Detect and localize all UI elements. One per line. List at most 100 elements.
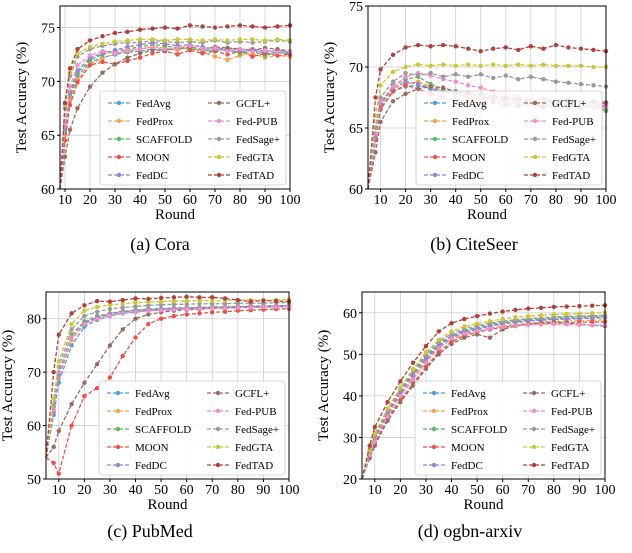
data-point [137,51,143,56]
data-point [133,300,138,305]
data-point [423,366,429,372]
data-point [262,38,268,43]
data-point [107,375,113,380]
data-point [398,379,403,384]
legend-swatch-marker [431,390,437,396]
data-point [566,45,571,50]
data-point [87,53,93,58]
data-point [69,321,74,327]
data-point [225,45,230,51]
legend-label: FedSage+ [236,134,280,146]
y-tick-label: 70 [41,75,55,90]
data-point [137,37,143,42]
data-point [423,356,429,361]
data-point [250,54,255,59]
data-point [250,49,255,54]
series-line [59,24,291,190]
data-point [526,306,531,311]
data-point [69,423,74,428]
legend-label: FedAvg [135,388,170,400]
x-tick-label: 40 [133,193,147,208]
chart-panel: 10 20 30 40 50 60 70 80 90 100 60 65 70 75 Round Test A… [322,0,617,255]
data-point [120,305,125,310]
data-point [390,52,396,57]
data-point [436,329,441,334]
legend-label: MOON [452,152,486,164]
data-point [137,46,143,52]
data-point [212,37,218,42]
legend-swatch-marker [216,172,222,178]
data-point [390,98,396,104]
data-point [250,40,255,45]
data-point [398,399,403,405]
data-point [197,306,202,311]
legend-swatch-marker [116,118,122,124]
legend-label: SCAFFOLD [136,134,192,146]
data-point [474,313,480,319]
data-point [453,79,458,84]
plot-frame [367,5,607,190]
data-point [112,61,118,67]
data-point [82,393,87,399]
y-tick-label: 60 [349,183,363,198]
data-point [100,33,105,39]
data-point [449,336,454,341]
y-tick-label: 30 [343,431,357,446]
x-tick-label: 100 [596,193,617,208]
x-tick-label: 10 [374,193,388,208]
data-point [513,307,518,313]
data-point [462,324,467,329]
data-point [235,297,241,303]
data-point [94,361,100,367]
legend-label: FedAvg [136,98,171,110]
data-point [184,298,189,304]
data-point [423,343,429,349]
data-point [87,38,93,43]
data-point [146,303,151,308]
data-point [478,85,483,90]
series-line [361,312,606,480]
data-point [462,316,467,322]
x-tick-label: 60 [496,483,510,498]
legend-label: Fed-PUB [551,406,593,418]
legend-label: FedDC [136,170,168,182]
data-point [513,315,518,320]
data-point [107,313,113,318]
x-tick-label: 70 [208,193,222,208]
data-point [491,46,496,51]
data-point [591,47,596,53]
legend-swatch-marker [215,390,221,396]
data-point [566,63,571,68]
data-point [87,84,93,89]
data-point [107,306,113,312]
legend-swatch-marker [215,426,221,432]
data-point [428,70,433,76]
data-point [235,301,241,306]
data-point [373,95,378,100]
data-point [541,62,546,67]
data-point [466,62,471,67]
data-point [94,304,100,310]
data-point [275,24,280,29]
legend-label: FedSage+ [235,424,279,436]
x-tick-label: 100 [280,193,301,208]
data-point [56,428,61,434]
x-tick-label: 80 [231,483,245,498]
data-point [107,302,113,308]
legend-swatch-marker [432,154,438,160]
data-point [385,414,390,419]
y-tick-label: 65 [349,122,363,137]
x-tick-label: 20 [83,193,97,208]
panel-caption: (d) ogbn-arxiv [418,521,522,542]
legend-swatch-marker [215,408,221,414]
data-point [158,307,164,313]
legend-swatch-marker [116,154,122,160]
legend-swatch-marker [116,100,122,106]
data-point [385,406,390,411]
data-point [197,311,202,316]
data-point [373,150,378,155]
data-point [200,24,205,29]
data-point [564,304,569,309]
data-point [538,313,544,318]
